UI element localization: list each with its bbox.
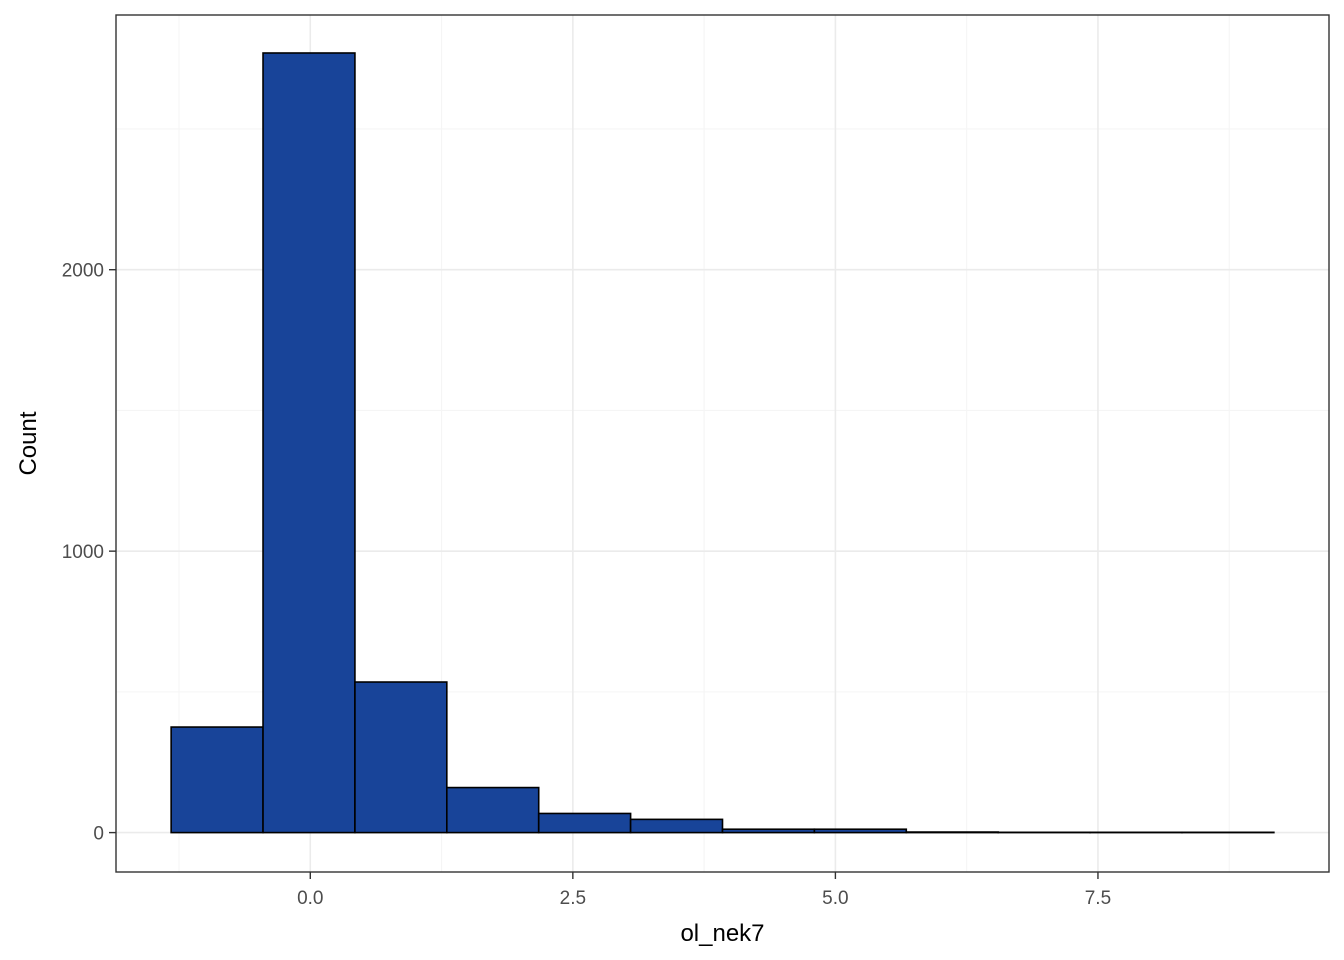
x-tick-label-3: 7.5 xyxy=(1085,888,1111,909)
histogram-bars xyxy=(170,52,1275,834)
y-axis-title: Count xyxy=(15,411,42,475)
histogram-bar-7 xyxy=(813,828,908,834)
x-tick-label-1: 2.5 xyxy=(560,888,586,909)
x-axis-title: ol_nek7 xyxy=(680,920,764,947)
y-tick-label-0: 0 xyxy=(93,824,104,845)
y-axis: 0 1000 2000 xyxy=(62,261,116,845)
x-axis: 0.0 2.5 5.0 7.5 xyxy=(297,872,1111,909)
histogram-bar-8 xyxy=(905,831,999,834)
histogram-bar-1 xyxy=(262,52,356,834)
y-tick-label-1: 1000 xyxy=(62,542,104,563)
histogram-bar-3 xyxy=(446,786,540,834)
y-tick-label-2: 2000 xyxy=(62,261,104,282)
histogram-bar-0 xyxy=(170,726,264,834)
histogram-bar-5 xyxy=(629,818,724,834)
x-tick-label-2: 5.0 xyxy=(822,888,848,909)
histogram-bar-2 xyxy=(354,681,448,834)
histogram-bar-4 xyxy=(537,812,632,834)
x-tick-label-0: 0.0 xyxy=(297,888,323,909)
panel-border xyxy=(115,14,1330,873)
histogram-bar-6 xyxy=(721,828,816,834)
